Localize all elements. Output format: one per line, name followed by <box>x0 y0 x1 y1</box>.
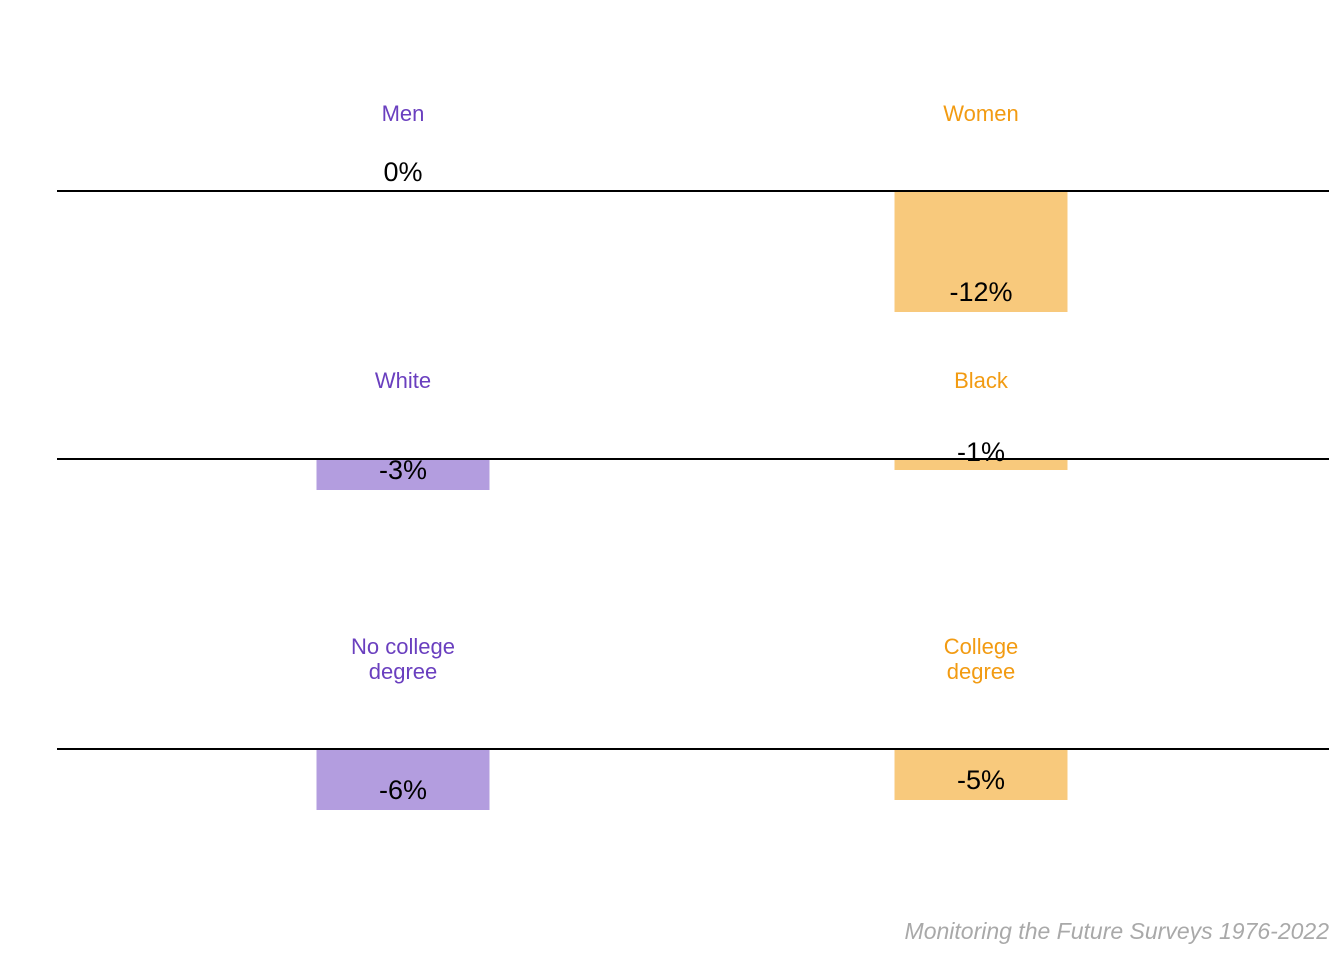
value-label-1-1: -1% <box>957 437 1005 467</box>
category-label-0-1: Women <box>943 101 1018 126</box>
category-label-2-0: No college degree <box>351 634 455 684</box>
category-label-1-1: Black <box>954 368 1009 393</box>
bar-0-1 <box>894 192 1068 312</box>
bar-1-1 <box>894 460 1068 470</box>
value-label-1-0: -3% <box>379 455 427 485</box>
bar-2-1 <box>894 750 1068 800</box>
value-label-0-1: -12% <box>949 277 1012 307</box>
bar-2-0 <box>316 750 490 810</box>
category-label-2-1: College degree <box>944 634 1019 684</box>
category-label-1-0: White <box>375 368 431 393</box>
value-label-2-1: -5% <box>957 765 1005 795</box>
value-label-0-0: 0% <box>383 157 422 187</box>
value-label-2-0: -6% <box>379 775 427 805</box>
category-label-0-0: Men <box>382 101 425 126</box>
source-caption: Monitoring the Future Surveys 1976-2022 <box>904 918 1329 944</box>
bar-1-0 <box>316 460 490 490</box>
